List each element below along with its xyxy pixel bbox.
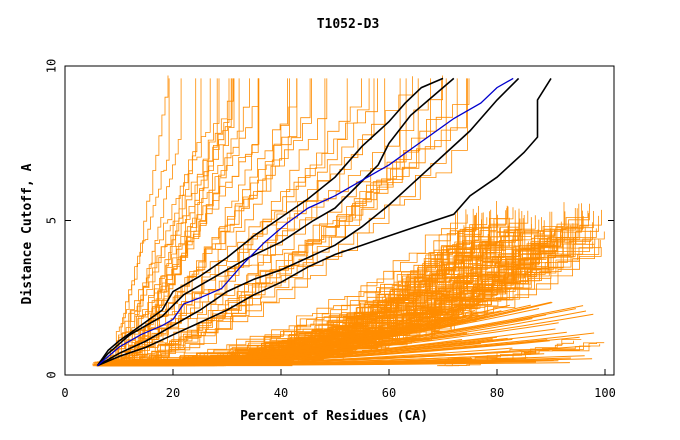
model-line — [122, 78, 468, 367]
model-line — [109, 78, 202, 367]
series-black-4 — [97, 77, 552, 367]
model-line — [121, 360, 481, 367]
x-tick-label: 60 — [382, 386, 396, 400]
y-tick-label: 5 — [45, 217, 59, 224]
model-line — [425, 346, 591, 362]
model-line — [112, 305, 462, 367]
model-line — [110, 78, 170, 362]
model-line — [112, 78, 260, 367]
model-line — [107, 78, 447, 362]
series-black-1 — [96, 77, 444, 367]
model-line — [112, 78, 211, 367]
model-line — [137, 347, 513, 367]
model-line — [116, 313, 594, 367]
model-line — [115, 78, 235, 367]
series-blue — [96, 77, 514, 367]
model-line — [105, 218, 524, 367]
model-line — [104, 78, 401, 364]
model-line — [111, 217, 488, 363]
model-line — [123, 78, 328, 367]
model-line — [113, 76, 413, 363]
model-line — [128, 78, 348, 367]
model-line — [118, 78, 290, 363]
background-model-lines — [92, 75, 605, 367]
x-axis-label: Percent of Residues (CA) — [240, 409, 428, 424]
x-tick-label: 100 — [594, 386, 616, 400]
model-line — [102, 78, 311, 367]
y-tick-label: 0 — [45, 371, 59, 378]
model-line — [108, 304, 531, 367]
y-tick-label: 10 — [45, 59, 59, 73]
series-black-2 — [96, 77, 455, 367]
model-line — [117, 78, 386, 362]
model-line — [108, 78, 470, 367]
model-line — [119, 78, 218, 363]
model-line — [113, 78, 250, 366]
model-line — [112, 78, 312, 362]
model-line — [100, 78, 234, 364]
model-line — [104, 78, 458, 367]
model-line — [117, 78, 467, 367]
x-tick-label: 0 — [61, 386, 68, 400]
model-line — [111, 78, 442, 367]
x-tick-label: 40 — [274, 386, 288, 400]
model-line — [122, 78, 375, 365]
chart-title: T1052-D3 — [317, 17, 380, 32]
series-black-3 — [97, 77, 520, 367]
model-line — [124, 342, 518, 367]
model-line — [121, 78, 197, 366]
x-tick-label: 80 — [490, 386, 504, 400]
axes: 0 20 40 60 80 100 0 5 10 — [45, 59, 616, 400]
model-line — [115, 78, 378, 367]
model-line — [112, 305, 584, 367]
model-line — [111, 78, 407, 366]
y-axis-label: Distance Cutoff, A — [20, 163, 35, 304]
model-line — [126, 75, 444, 367]
x-tick-label: 20 — [166, 386, 180, 400]
highlight-series-lines — [96, 77, 552, 367]
